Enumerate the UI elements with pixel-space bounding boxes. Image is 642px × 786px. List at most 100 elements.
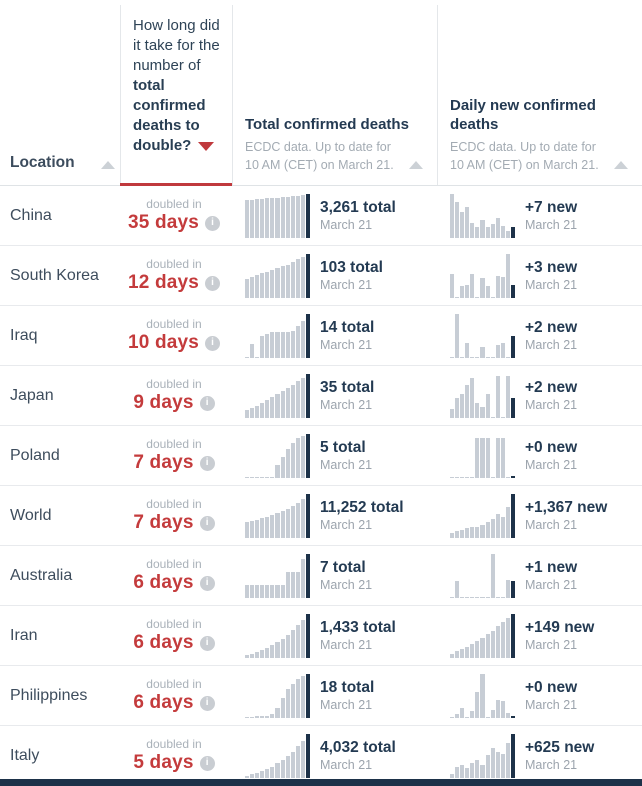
spark-bar xyxy=(280,759,285,778)
spark-bar-latest xyxy=(305,374,311,418)
info-icon[interactable]: i xyxy=(205,275,221,291)
spark-bar xyxy=(505,231,510,238)
location-cell: South Korea xyxy=(0,246,120,305)
spark-bar xyxy=(285,508,290,538)
spark-bar xyxy=(250,199,255,238)
spark-bar xyxy=(450,717,455,718)
daily-new-value: +149 new xyxy=(525,618,595,636)
spark-bar xyxy=(265,477,270,478)
total-deaths-text: 1,433 total March 21 xyxy=(320,606,396,665)
total-deaths-value: 103 total xyxy=(320,258,383,276)
daily-new-date: March 21 xyxy=(525,517,578,532)
spark-bar xyxy=(480,637,485,658)
location-label: South Korea xyxy=(10,266,99,284)
spark-bar xyxy=(495,376,500,418)
spark-bar xyxy=(485,717,490,718)
daily-new-sparkline xyxy=(450,494,516,538)
spark-bar xyxy=(460,357,465,358)
info-icon[interactable]: i xyxy=(199,635,215,651)
sort-asc-icon[interactable] xyxy=(409,161,423,169)
info-icon[interactable]: i xyxy=(199,755,215,771)
header-doubling-time[interactable]: How long did it take for the number of t… xyxy=(120,0,232,185)
spark-bar xyxy=(275,642,280,658)
spark-bar xyxy=(465,207,470,238)
spark-bar xyxy=(460,764,465,778)
info-icon[interactable]: i xyxy=(199,395,215,411)
spark-bar xyxy=(255,275,260,298)
table-header: Location How long did it take for the nu… xyxy=(0,0,642,186)
spark-bar xyxy=(250,653,255,658)
info-icon[interactable]: i xyxy=(199,575,215,591)
spark-bar xyxy=(255,584,260,598)
spark-bar xyxy=(485,357,490,358)
spark-bar-latest xyxy=(305,314,311,358)
spark-bar xyxy=(280,698,285,718)
spark-bar xyxy=(465,646,470,658)
spark-bar xyxy=(490,357,495,358)
daily-new-text: +1,367 new March 21 xyxy=(525,486,607,545)
sort-asc-icon[interactable] xyxy=(614,161,628,169)
header-total-deaths[interactable]: Total confirmed deaths ECDC data. Up to … xyxy=(232,0,437,185)
daily-new-cell: +0 new March 21 xyxy=(437,426,642,485)
days-line: 6 days i xyxy=(133,572,215,594)
doubling-time-cell: doubled in 7 days i xyxy=(120,486,232,545)
info-icon[interactable]: i xyxy=(199,695,215,711)
total-deaths-text: 14 total March 21 xyxy=(320,306,374,365)
total-deaths-cell: 18 total March 21 xyxy=(232,666,437,725)
info-icon[interactable]: i xyxy=(199,515,215,531)
total-deaths-subtitle: ECDC data. Up to date for 10 AM (CET) on… xyxy=(245,140,394,172)
info-icon[interactable]: i xyxy=(205,215,221,231)
spark-bar xyxy=(500,516,505,538)
spark-bar xyxy=(490,630,495,658)
spark-bar xyxy=(505,617,510,658)
spark-bar xyxy=(270,477,275,478)
sort-asc-icon[interactable] xyxy=(100,161,115,169)
spark-bar xyxy=(255,773,260,778)
spark-bar xyxy=(265,400,270,418)
daily-new-date: March 21 xyxy=(525,757,578,772)
spark-bar xyxy=(495,276,500,298)
spark-bar xyxy=(285,196,290,238)
total-deaths-value: 18 total xyxy=(320,678,375,696)
spark-bar xyxy=(245,410,250,418)
spark-bar xyxy=(500,342,505,358)
spark-bar-latest xyxy=(305,194,311,238)
spark-bar xyxy=(460,649,465,658)
spark-bar xyxy=(265,769,270,778)
spark-bar xyxy=(270,714,275,718)
daily-new-sparkline xyxy=(450,434,516,478)
spark-bar xyxy=(465,385,470,418)
total-deaths-title: Total confirmed deaths xyxy=(245,116,409,133)
daily-new-value: +2 new xyxy=(525,318,578,336)
total-deaths-cell: 14 total March 21 xyxy=(232,306,437,365)
spark-bar xyxy=(475,227,480,238)
spark-bar xyxy=(470,357,475,358)
spark-bar xyxy=(300,620,305,658)
doubling-days-value: 6 days xyxy=(133,632,194,653)
location-label: World xyxy=(10,506,52,524)
daily-new-date: March 21 xyxy=(525,577,578,592)
days-line: 6 days i xyxy=(133,692,215,714)
info-icon[interactable]: i xyxy=(205,335,221,351)
daily-new-cell: +2 new March 21 xyxy=(437,366,642,425)
spark-bar xyxy=(260,477,265,478)
doubling-time-cell: doubled in 6 days i xyxy=(120,546,232,605)
total-deaths-cell: 3,261 total March 21 xyxy=(232,186,437,245)
spark-bar xyxy=(455,651,460,658)
info-icon[interactable]: i xyxy=(199,455,215,471)
sort-desc-active-icon[interactable] xyxy=(198,142,215,151)
spark-bar xyxy=(495,699,500,718)
spark-bar xyxy=(275,513,280,538)
daily-new-subtitle: ECDC data. Up to date for 10 AM (CET) on… xyxy=(450,140,599,172)
spark-bar xyxy=(295,746,300,778)
spark-bar xyxy=(245,654,250,658)
location-label: China xyxy=(10,206,52,224)
location-cell: Iran xyxy=(0,606,120,665)
total-deaths-value: 14 total xyxy=(320,318,375,336)
table-row: Iran doubled in 6 days i 1,433 total Mar… xyxy=(0,606,642,666)
spark-bar xyxy=(490,417,495,418)
header-daily-new-deaths[interactable]: Daily new confirmed deaths ECDC data. Up… xyxy=(437,0,642,185)
header-location[interactable]: Location xyxy=(0,0,120,185)
spark-bar xyxy=(460,212,465,238)
doubling-time-cell: doubled in 7 days i xyxy=(120,426,232,485)
